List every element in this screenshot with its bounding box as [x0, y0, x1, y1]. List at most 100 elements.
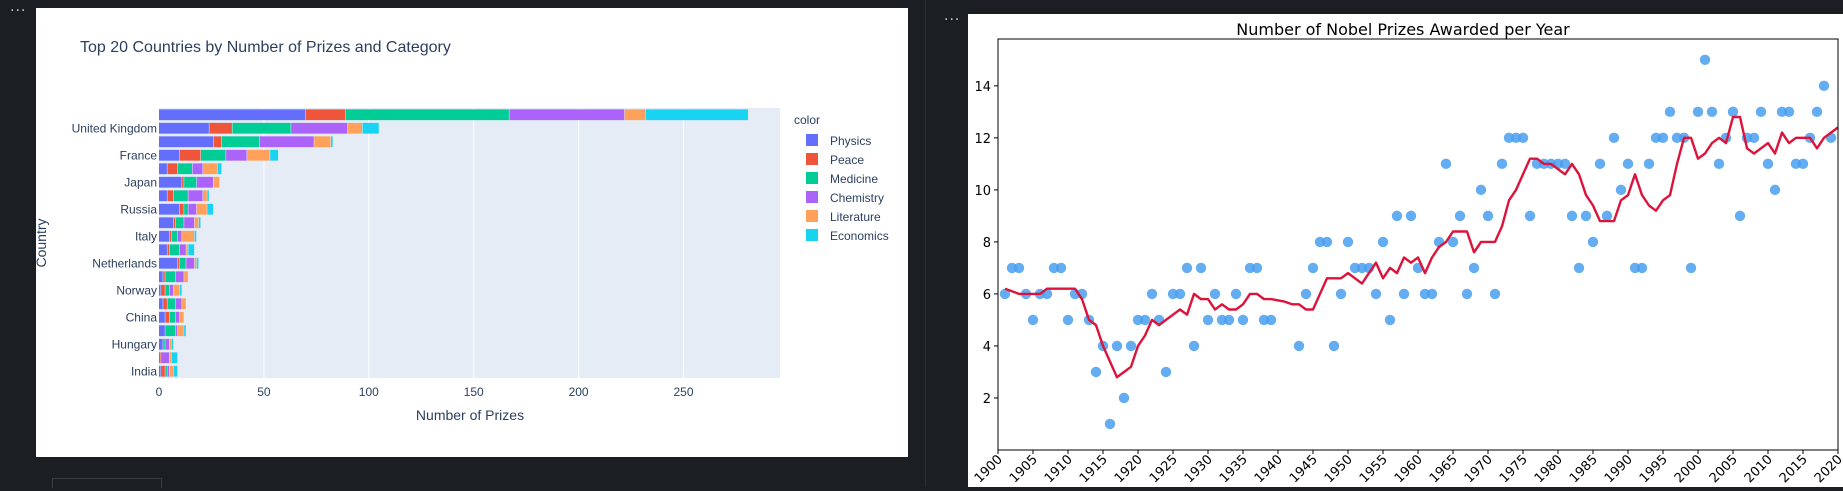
- bar-segment-chemistry[interactable]: [192, 163, 203, 175]
- scatter-point[interactable]: [1426, 288, 1438, 300]
- scatter-point[interactable]: [1797, 158, 1809, 170]
- scatter-point[interactable]: [1328, 340, 1340, 352]
- scatter-point[interactable]: [1223, 314, 1235, 326]
- bar-segment-peace[interactable]: [209, 122, 232, 134]
- bar-segment-chemistry[interactable]: [175, 298, 182, 310]
- scatter-point[interactable]: [1748, 132, 1760, 144]
- bar-segment-medicine[interactable]: [165, 284, 169, 296]
- bar-segment-economics[interactable]: [179, 284, 182, 296]
- scatter-point[interactable]: [1482, 210, 1494, 222]
- bar-segment-peace[interactable]: [161, 284, 165, 296]
- bar-segment-physics[interactable]: [159, 271, 163, 283]
- scatter-point[interactable]: [1566, 210, 1578, 222]
- scatter-point[interactable]: [1342, 236, 1354, 248]
- scatter-point[interactable]: [1104, 418, 1116, 430]
- bar-segment-literature[interactable]: [169, 352, 172, 364]
- bar-segment-chemistry[interactable]: [188, 203, 197, 215]
- scatter-point[interactable]: [1447, 236, 1459, 248]
- scatter-point[interactable]: [1293, 340, 1305, 352]
- legend-item-physics[interactable]: Physics: [806, 134, 871, 148]
- bar-segment-chemistry[interactable]: [179, 244, 186, 256]
- ellipsis-icon[interactable]: ···: [10, 3, 27, 19]
- bar-segment-chemistry[interactable]: [175, 325, 178, 337]
- bar-segment-chemistry[interactable]: [186, 257, 195, 269]
- bar-segment-physics[interactable]: [159, 149, 180, 161]
- bar-segment-physics[interactable]: [159, 298, 163, 310]
- scatter-point[interactable]: [1755, 106, 1767, 118]
- scatter-point[interactable]: [999, 288, 1011, 300]
- bar-segment-economics[interactable]: [217, 163, 222, 175]
- scatter-point[interactable]: [1524, 210, 1536, 222]
- bar-segment-peace[interactable]: [163, 298, 167, 310]
- bar-segment-physics[interactable]: [159, 122, 209, 134]
- bar-segment-economics[interactable]: [270, 149, 279, 161]
- bar-segment-literature[interactable]: [213, 176, 220, 188]
- bar-segment-physics[interactable]: [159, 311, 165, 323]
- bar-segment-literature[interactable]: [347, 122, 363, 134]
- bar-segment-economics[interactable]: [362, 122, 379, 134]
- scatter-point[interactable]: [1265, 314, 1277, 326]
- bar-segment-peace[interactable]: [182, 176, 184, 188]
- scatter-point[interactable]: [1594, 158, 1606, 170]
- scatter-point[interactable]: [1377, 236, 1389, 248]
- bar-segment-physics[interactable]: [159, 244, 167, 256]
- scatter-point[interactable]: [1559, 158, 1571, 170]
- scatter-point[interactable]: [1657, 132, 1669, 144]
- scatter-point[interactable]: [1601, 210, 1613, 222]
- scatter-point[interactable]: [1468, 262, 1480, 274]
- scatter-point[interactable]: [1461, 288, 1473, 300]
- bar-segment-physics[interactable]: [159, 257, 178, 269]
- bar-segment-literature[interactable]: [182, 230, 195, 242]
- bar-segment-chemistry[interactable]: [291, 122, 348, 134]
- bar-segment-physics[interactable]: [159, 365, 161, 377]
- bar-segment-literature[interactable]: [196, 203, 207, 215]
- bar-segment-chemistry[interactable]: [169, 284, 174, 296]
- bar-segment-medicine[interactable]: [167, 298, 176, 310]
- bar-segment-literature[interactable]: [194, 217, 199, 229]
- scatter-point[interactable]: [1622, 158, 1634, 170]
- bar-segment-chemistry[interactable]: [259, 136, 314, 148]
- bar-segment-medicine[interactable]: [184, 203, 188, 215]
- bar-segment-chemistry[interactable]: [167, 365, 169, 377]
- bar-segment-chemistry[interactable]: [175, 311, 180, 323]
- scatter-point[interactable]: [1573, 262, 1585, 274]
- bar-segment-economics[interactable]: [194, 230, 197, 242]
- bar-segment-medicine[interactable]: [169, 311, 176, 323]
- scatter-point[interactable]: [1118, 392, 1130, 404]
- bar-segment-literature[interactable]: [314, 136, 331, 148]
- scatter-point[interactable]: [1727, 106, 1739, 118]
- scatter-point[interactable]: [1251, 262, 1263, 274]
- bar-segment-literature[interactable]: [182, 298, 186, 310]
- bar-segment-peace[interactable]: [173, 217, 176, 229]
- bar-segment-economics[interactable]: [171, 352, 178, 364]
- bar-segment-peace[interactable]: [167, 244, 169, 256]
- scatter-point[interactable]: [1125, 340, 1137, 352]
- scatter-point[interactable]: [1489, 288, 1501, 300]
- bar-segment-economics[interactable]: [188, 244, 195, 256]
- scatter-point[interactable]: [1615, 184, 1627, 196]
- bar-segment-peace[interactable]: [213, 136, 222, 148]
- legend-item-peace[interactable]: Peace: [806, 153, 864, 167]
- scatter-point[interactable]: [1195, 262, 1207, 274]
- bar-segment-literature[interactable]: [203, 163, 218, 175]
- bar-segment-literature[interactable]: [177, 325, 184, 337]
- bar-segment-medicine[interactable]: [171, 230, 178, 242]
- scatter-point[interactable]: [1818, 80, 1830, 92]
- bar-segment-economics[interactable]: [171, 338, 174, 350]
- bar-segment-medicine[interactable]: [175, 217, 184, 229]
- scatter-point[interactable]: [1440, 158, 1452, 170]
- bar-segment-economics[interactable]: [196, 257, 199, 269]
- scatter-point[interactable]: [1643, 158, 1655, 170]
- ellipsis-icon[interactable]: ···: [944, 12, 961, 28]
- scatter-point[interactable]: [1706, 106, 1718, 118]
- bar-segment-physics[interactable]: [159, 203, 180, 215]
- bar-segment-economics[interactable]: [198, 217, 201, 229]
- legend-item-literature[interactable]: Literature: [806, 210, 881, 224]
- bar-segment-economics[interactable]: [645, 109, 749, 121]
- bar-segment-chemistry[interactable]: [196, 176, 214, 188]
- bar-segment-physics[interactable]: [159, 325, 165, 337]
- bar-segment-chemistry[interactable]: [177, 230, 182, 242]
- bar-segment-physics[interactable]: [159, 136, 214, 148]
- scatter-point[interactable]: [1734, 210, 1746, 222]
- bar-segment-chemistry[interactable]: [184, 217, 195, 229]
